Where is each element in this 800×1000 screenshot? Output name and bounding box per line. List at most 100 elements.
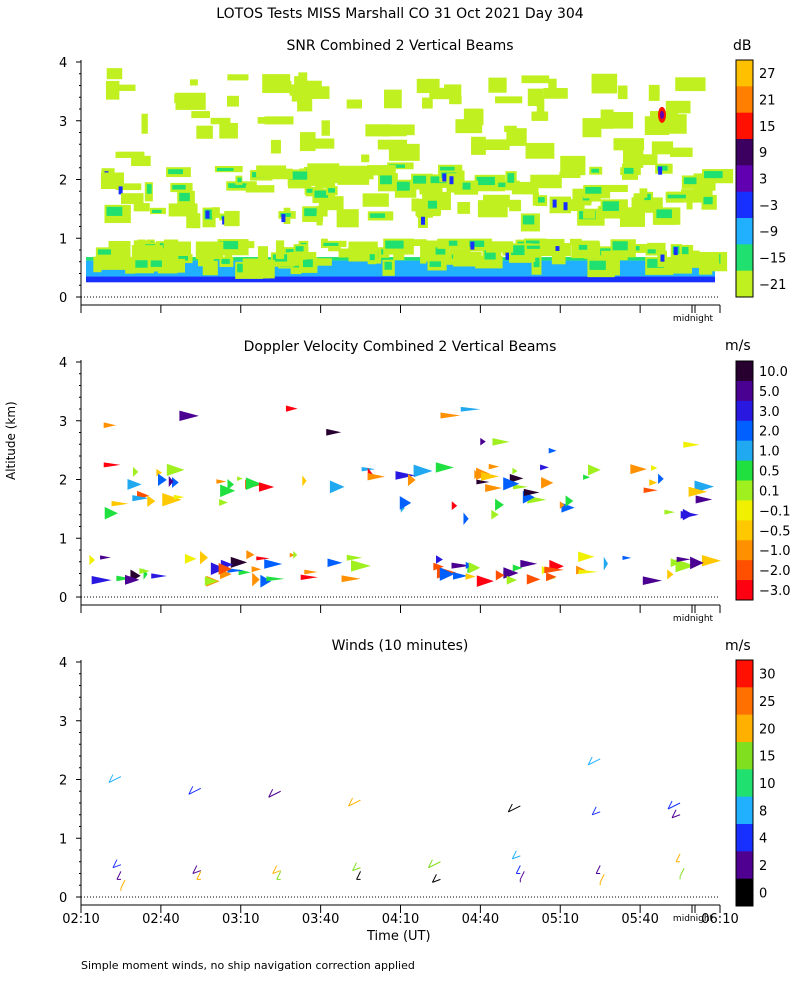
doppler-cell [520,559,538,568]
wind-barb [592,811,601,816]
colorbar-label: 10.0 [759,365,788,380]
doppler-cell [463,512,469,525]
snr-cell [563,202,568,211]
colorbar-label: 0 [759,886,767,901]
snr-cell [105,80,120,100]
doppler-cell [439,567,455,581]
snr-cell [396,181,410,191]
snr-cell [657,165,668,171]
snr-cell [552,199,557,208]
snr-cell [289,171,308,180]
doppler-cell [289,552,295,558]
snr-cell [622,148,644,168]
colorbar-label: 3 [759,173,767,188]
snr-cell [152,209,162,213]
snr-cell [639,188,648,198]
snr-cell [270,139,281,154]
colorbar-swatch [736,540,753,561]
wind-barb [432,878,441,883]
footnote: Simple moment winds, no ship navigation … [81,959,415,972]
snr-cell [429,87,457,100]
doppler-panel-title: Doppler Velocity Combined 2 Vertical Bea… [243,339,557,355]
snr-panel-title: SNR Combined 2 Vertical Beams [286,38,514,54]
snr-cell [295,246,304,252]
doppler-cell [465,573,476,580]
colorbar-label: 15 [759,750,776,765]
snr-cell [367,165,396,176]
snr-colorbar-unit: dB [733,38,752,54]
doppler-cell [683,441,700,448]
wind-barb [108,774,114,783]
colorbar-label: 2 [759,859,767,874]
doppler-cell [220,484,236,498]
snr-cell [429,261,441,267]
snr-cell [647,258,665,268]
snr-cell [222,216,227,225]
snr-cell [648,84,660,101]
snr-cell [664,258,693,274]
wind-barb [196,871,202,880]
wind-barb [116,871,122,880]
doppler-cell [104,506,118,520]
snr-cell [612,241,628,251]
snr-cell [281,214,286,223]
snr-cell [525,142,555,159]
colorbar-label: −9 [759,225,778,240]
doppler-cell [238,569,251,576]
snr-cell [275,240,285,260]
snr-cell [264,116,294,125]
doppler-cell [227,568,244,573]
doppler-cell [578,551,595,563]
snr-cell [304,208,317,217]
snr-cell [280,213,291,217]
doppler-cell [399,496,412,510]
doppler-cell [407,473,416,487]
doppler-cell [495,570,505,581]
wind-barb [188,787,202,795]
colorbar-swatch [736,191,753,219]
snr-cell [115,183,142,191]
doppler-cell [588,464,601,476]
colorbar-label: −1.0 [759,544,791,559]
snr-cell [570,202,585,212]
doppler-cell [451,562,472,569]
snr-cell [257,259,275,279]
wind-barb [188,786,194,795]
snr-cell [133,203,150,212]
doppler-cell [460,406,481,412]
colorbar-2 [735,360,754,601]
snr-cell [205,210,210,219]
colorbar-label: −15 [759,252,786,267]
doppler-cell [264,559,283,569]
doppler-cell [565,495,574,507]
colorbar-swatch [736,520,753,541]
wind-barb [120,879,126,889]
snr-cell [602,201,619,211]
snr-cell [295,252,308,260]
snr-cell [211,207,220,218]
x-tick-label: 04:10 [382,912,419,927]
snr-cell [131,155,151,167]
doppler-cell [179,410,199,422]
y-tick-label: 3 [59,115,67,130]
panel-3-plot [76,660,721,913]
snr-cell [424,249,434,259]
snr-cell [484,250,496,260]
snr-cell [328,244,341,252]
colorbar-swatch [736,400,753,422]
winds-panel-title: Winds (10 minutes) [331,638,469,654]
doppler-cell [561,502,575,513]
doppler-cell [688,486,708,497]
colorbar-label: 25 [759,695,776,710]
snr-cell [678,246,689,255]
doppler-cell [260,574,272,588]
snr-cell [446,173,463,193]
snr-cell [485,241,514,253]
winds-colorbar-unit: m/s [725,638,751,654]
colorbar-swatch [736,851,753,880]
colorbar-3 [735,659,754,907]
snr-cell [210,117,231,125]
snr-cell [314,258,332,266]
snr-cell [245,241,255,249]
